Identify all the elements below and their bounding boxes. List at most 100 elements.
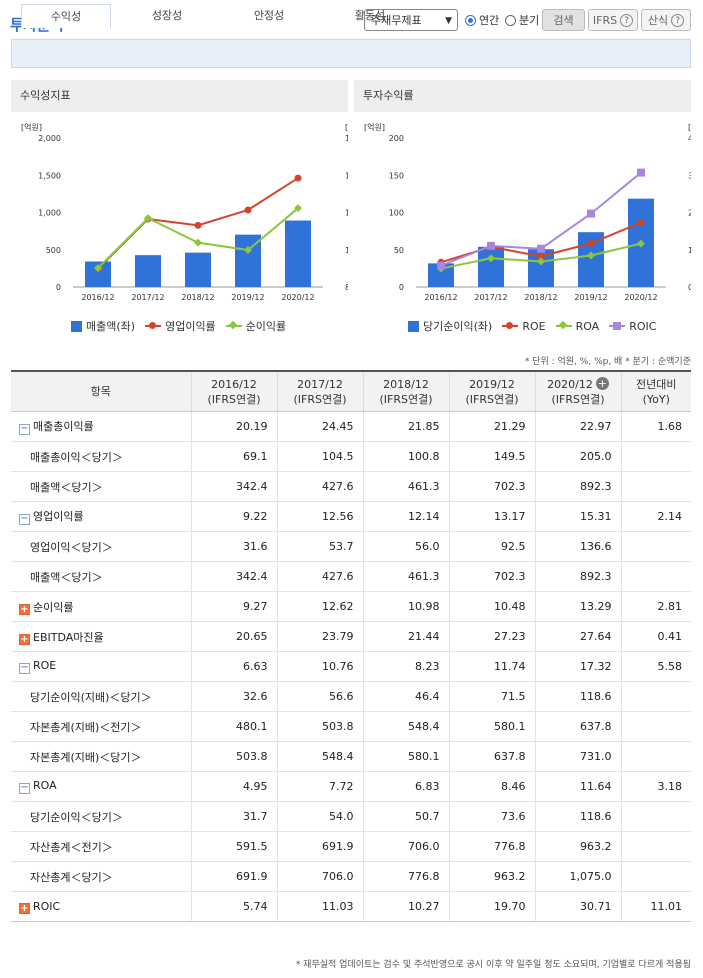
left-chart-legend: 매출액(좌) 영업이익률 순이익률 (71, 318, 292, 334)
legend-item[interactable]: ROE (502, 320, 546, 333)
row-label: − ROA (11, 771, 192, 802)
table-row: 매출액＜당기＞ 342.4 427.6 461.3 702.3 892.3 (11, 471, 691, 502)
table-cell: 27.64 (535, 621, 622, 652)
table-cell: 19.70 (449, 891, 536, 922)
row-label-text: 영업이익＜당기＞ (30, 540, 113, 554)
legend-label: ROIC (629, 319, 657, 333)
legend-item[interactable]: ROA (555, 320, 599, 333)
row-label-text: 자산총계＜전기＞ (30, 840, 113, 854)
point-순이익률 (94, 264, 102, 273)
row-label: + ROIC (11, 891, 192, 922)
table-top-border (11, 370, 691, 372)
collapse-icon[interactable]: − (19, 513, 30, 525)
point-ROA (537, 257, 545, 266)
radio-quarter[interactable]: 분기 (505, 12, 539, 28)
right-tick-label: 40 (688, 134, 691, 143)
table-header-row: 항목 2016/12 (IFRS연결) 2017/12 (IFRS연결) 2018/… (11, 372, 691, 412)
yoy-cell: 1.68 (621, 411, 691, 442)
yoy-cell (621, 681, 691, 712)
x-tick-label: 2017/12 (474, 293, 507, 302)
formula-help-button[interactable]: 산식? (641, 9, 691, 31)
legend-item[interactable]: 순이익률 (225, 318, 287, 334)
table-cell: 31.7 (191, 801, 278, 832)
table-cell: 6.83 (363, 771, 450, 802)
collapse-icon[interactable]: − (19, 423, 30, 435)
collapse-icon[interactable]: − (19, 782, 30, 794)
table-cell: 706.0 (363, 831, 450, 862)
table-cell: 427.6 (277, 561, 364, 592)
table-row: 자산총계＜당기＞ 691.9 706.0 776.8 963.2 1,075.0 (11, 861, 691, 892)
table-cell: 776.8 (449, 831, 536, 862)
search-button[interactable]: 검색 (542, 9, 585, 31)
row-label-text: 자본총계(지배)＜전기＞ (30, 720, 142, 734)
radio-annual[interactable]: 연간 (465, 12, 499, 28)
legend-marker-icon (502, 321, 519, 331)
left-tick-label: 500 (46, 246, 61, 255)
bar-2017/12 (478, 246, 504, 287)
right-tick-label: 15 (345, 171, 348, 180)
legend-item[interactable]: 매출액(좌) (71, 318, 135, 334)
yoy-cell (621, 801, 691, 832)
point-ROIC (437, 261, 445, 270)
table-cell: 10.76 (277, 651, 364, 682)
point-ROIC (537, 244, 545, 253)
expand-icon[interactable]: + (19, 902, 30, 914)
table-cell: 24.45 (277, 411, 364, 442)
profitability-table: 항목 2016/12 (IFRS연결) 2017/12 (IFRS연결) 2018/… (11, 372, 691, 922)
x-tick-label: 2018/12 (181, 293, 214, 302)
yoy-cell: 5.58 (621, 651, 691, 682)
footer-note: * 재무실적 업데이트는 검수 및 주석반영으로 공시 이후 약 일주일 정도 … (295, 960, 691, 970)
table-row: 자본총계(지배)＜당기＞ 503.8 548.4 580.1 637.8 731.0 (11, 741, 691, 772)
legend-marker-icon (555, 320, 572, 331)
column-header-item: 항목 (11, 372, 192, 412)
table-cell: 27.23 (449, 621, 536, 652)
tab-activity[interactable]: 활동성 (354, 9, 386, 22)
expand-icon[interactable]: + (19, 603, 30, 615)
point-순이익률 (244, 246, 252, 255)
radio-unchecked-icon (505, 14, 516, 26)
table-cell: 6.63 (191, 651, 278, 682)
x-tick-label: 2020/12 (624, 293, 657, 302)
table-cell: 548.4 (277, 741, 364, 772)
tab-growth[interactable]: 성장성 (151, 9, 183, 22)
point-영업이익률 (244, 206, 252, 214)
table-cell: 7.72 (277, 771, 364, 802)
collapse-icon[interactable]: − (19, 662, 30, 674)
chevron-down-icon: ▼ (445, 16, 452, 26)
legend-label: 순이익률 (245, 320, 287, 333)
table-cell: 100.8 (363, 441, 450, 472)
table-cell: 11.64 (535, 771, 622, 802)
row-label-text: 매출총이익률 (33, 420, 94, 433)
table-row: 영업이익＜당기＞ 31.6 53.7 56.0 92.5 136.6 (11, 531, 691, 562)
table-cell: 56.0 (363, 531, 450, 562)
legend-item[interactable]: 영업이익률 (145, 318, 216, 334)
bar-2016/12 (428, 263, 454, 287)
statement-type-select[interactable]: 주재무제표 ▼ (364, 9, 458, 31)
yoy-cell (621, 441, 691, 472)
legend-item[interactable]: 당기순이익(좌) (408, 318, 492, 334)
column-basis: (IFRS연결) (551, 392, 605, 406)
table-cell: 892.3 (535, 561, 622, 592)
row-label: 매출액＜당기＞ (11, 471, 192, 502)
row-label-text: EBITDA마진율 (33, 630, 104, 644)
column-header-year: 2017/12 (IFRS연결) (277, 372, 364, 412)
row-label-text: 순이익률 (33, 600, 74, 614)
right-tick-label: 8 (345, 283, 348, 292)
table-cell: 20.19 (191, 411, 278, 442)
ifrs-help-button[interactable]: IFRS? (588, 9, 638, 31)
add-column-icon[interactable]: + (595, 376, 609, 390)
left-tick-label: 1,500 (38, 171, 61, 180)
row-label: − 매출총이익률 (11, 411, 192, 442)
row-label: + EBITDA마진율 (11, 621, 192, 652)
table-cell: 12.62 (277, 591, 364, 622)
expand-icon[interactable]: + (19, 633, 30, 645)
tab-profitability[interactable]: 수익성 (21, 4, 111, 28)
column-year: 2019/12 (469, 377, 515, 391)
table-cell: 963.2 (449, 861, 536, 892)
right-tick-label: 30 (688, 171, 691, 180)
table-row: + EBITDA마진율 20.65 23.79 21.44 27.23 27.64 0.41 (11, 621, 691, 652)
tab-stability[interactable]: 안정성 (253, 9, 285, 22)
legend-item[interactable]: ROIC (609, 320, 656, 333)
row-label-text: ROIC (33, 899, 61, 913)
legend-marker-icon (71, 320, 82, 332)
